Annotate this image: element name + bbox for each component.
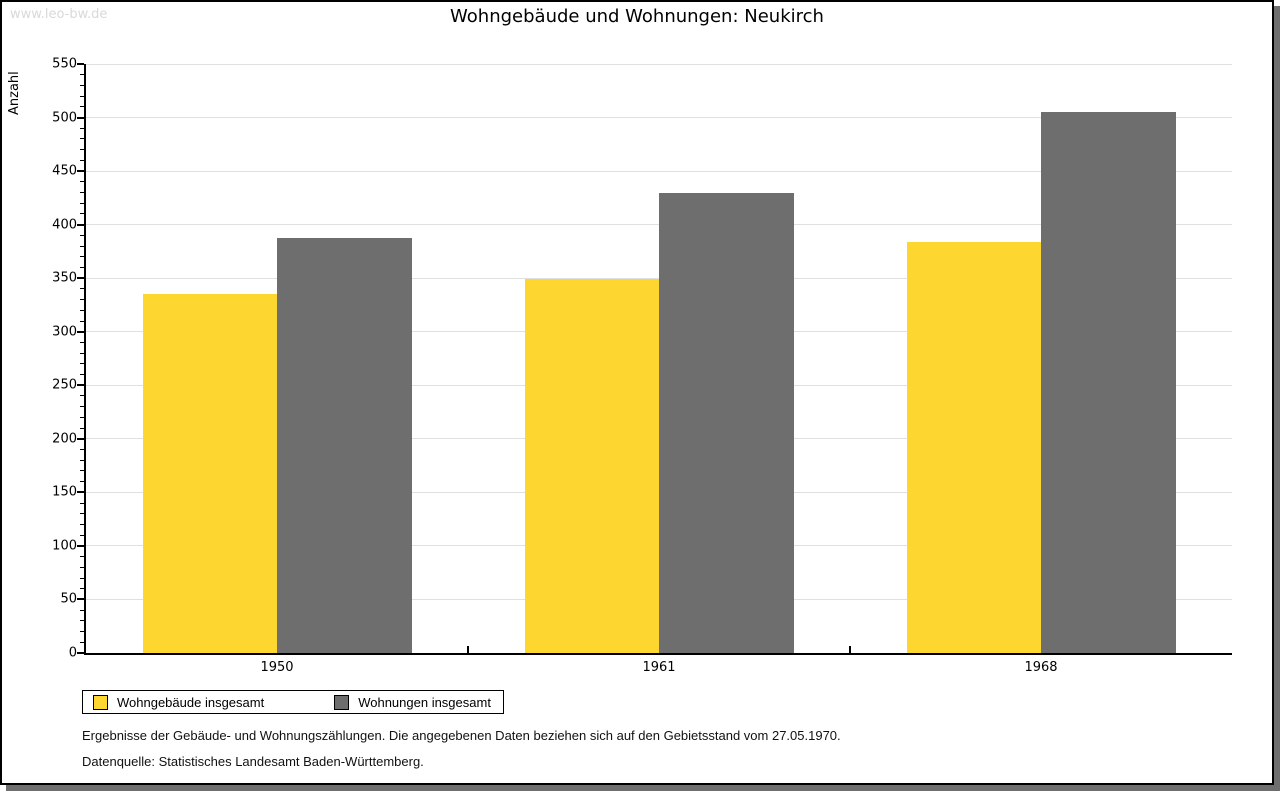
y-axis-title: Anzahl	[7, 71, 22, 115]
x-tick	[849, 646, 851, 653]
bar-1961-series-0	[525, 279, 659, 653]
y-tick-major	[77, 544, 84, 547]
y-tick-label: 300	[52, 324, 77, 340]
y-tick-minor	[80, 502, 84, 504]
x-tick-label: 1950	[260, 660, 294, 675]
y-tick-major	[77, 652, 84, 654]
bar-1961-series-1	[659, 192, 794, 653]
y-tick-minor	[80, 427, 84, 429]
y-tick-minor	[80, 534, 84, 536]
legend-label: Wohnungen insgesamt	[358, 694, 491, 710]
y-tick-label: 50	[60, 591, 77, 607]
y-tick-label: 0	[68, 645, 77, 661]
y-tick-minor	[80, 106, 84, 108]
y-tick-minor	[80, 213, 84, 215]
y-tick-label: 100	[52, 538, 77, 554]
x-tick	[467, 646, 469, 653]
plot-area: 0 50 100 150 200 250 300 350 400 450 500 550 1950 196…	[52, 57, 1232, 675]
y-tick-minor	[80, 320, 84, 322]
y-tick-minor	[80, 352, 84, 354]
y-gridline	[86, 170, 1232, 172]
legend-swatch-gray	[334, 694, 350, 710]
legend: Wohngebäude insgesamt Wohnungen insgesam…	[82, 690, 504, 714]
footer-note: Ergebnisse der Gebäude- und Wohnungszähl…	[82, 728, 841, 743]
y-tick-minor	[80, 641, 84, 643]
y-tick-minor	[80, 631, 84, 633]
bar-1968-series-1	[1041, 112, 1176, 653]
y-tick-minor	[80, 449, 84, 451]
x-tick-label: 1961	[642, 660, 676, 675]
y-tick-minor	[80, 620, 84, 622]
y-tick-minor	[80, 470, 84, 472]
y-tick-minor	[80, 481, 84, 483]
y-tick-major	[77, 330, 84, 333]
y-tick-major	[77, 491, 84, 494]
y-tick-major	[77, 437, 84, 440]
y-tick-minor	[80, 341, 84, 343]
y-tick-minor	[80, 459, 84, 461]
y-tick-major	[77, 277, 84, 280]
y-tick-label: 350	[52, 270, 77, 286]
y-tick-minor	[80, 266, 84, 268]
y-tick-minor	[80, 406, 84, 408]
y-tick-major	[77, 63, 84, 65]
y-tick-minor	[80, 416, 84, 418]
y-tick-minor	[80, 245, 84, 247]
y-tick-minor	[80, 192, 84, 193]
legend-label: Wohngebäude insgesamt	[117, 694, 265, 710]
y-tick-label: 150	[52, 484, 77, 500]
bar-1950-series-0	[143, 294, 277, 653]
y-tick-label: 450	[52, 163, 77, 179]
y-tick-minor	[80, 588, 84, 590]
y-tick-major	[77, 116, 84, 119]
y-tick-minor	[80, 577, 84, 579]
y-tick-minor	[80, 149, 84, 151]
y-tick-minor	[80, 556, 84, 558]
y-tick-minor	[80, 84, 84, 86]
y-gridline	[86, 117, 1232, 119]
bar-1950-series-1	[277, 237, 412, 653]
bar-1968-series-0	[907, 241, 1041, 653]
y-tick-label: 400	[52, 217, 77, 233]
y-tick-minor	[80, 309, 84, 311]
y-tick-minor	[80, 609, 84, 611]
x-tick-label: 1968	[1024, 660, 1058, 675]
y-tick-minor	[80, 234, 84, 236]
y-tick-label: 200	[52, 431, 77, 447]
y-tick-major	[77, 170, 84, 173]
y-tick-minor	[80, 288, 84, 290]
y-tick-minor	[80, 395, 84, 397]
y-tick-label: 500	[52, 110, 77, 126]
y-tick-minor	[80, 127, 84, 129]
y-tick-minor	[80, 363, 84, 365]
y-tick-minor	[80, 523, 84, 525]
legend-swatch-yellow	[93, 694, 108, 710]
y-tick-minor	[80, 299, 84, 301]
y-tick-major	[77, 384, 84, 387]
y-gridline	[86, 63, 1232, 65]
y-tick-minor	[80, 566, 84, 568]
y-tick-major	[77, 598, 84, 601]
chart-title: Wohngebäude und Wohnungen: Neukirch	[450, 6, 824, 27]
y-tick-minor	[80, 181, 84, 183]
footer-source: Datenquelle: Statistisches Landesamt Bad…	[82, 754, 424, 769]
y-tick-minor	[80, 159, 84, 161]
y-tick-label: 250	[52, 377, 77, 393]
y-tick-minor	[80, 513, 84, 515]
y-tick-minor	[80, 95, 84, 97]
y-tick-minor	[80, 374, 84, 376]
y-tick-label: 550	[52, 56, 77, 72]
y-tick-minor	[80, 74, 84, 76]
legend-item-wohnungen: Wohnungen insgesamt	[334, 694, 491, 710]
y-tick-minor	[80, 256, 84, 258]
watermark: www.leo-bw.de	[10, 7, 108, 22]
y-tick-minor	[80, 138, 84, 140]
y-tick-major	[77, 223, 84, 226]
legend-item-wohngebaeude: Wohngebäude insgesamt	[93, 694, 265, 710]
y-tick-minor	[80, 202, 84, 204]
